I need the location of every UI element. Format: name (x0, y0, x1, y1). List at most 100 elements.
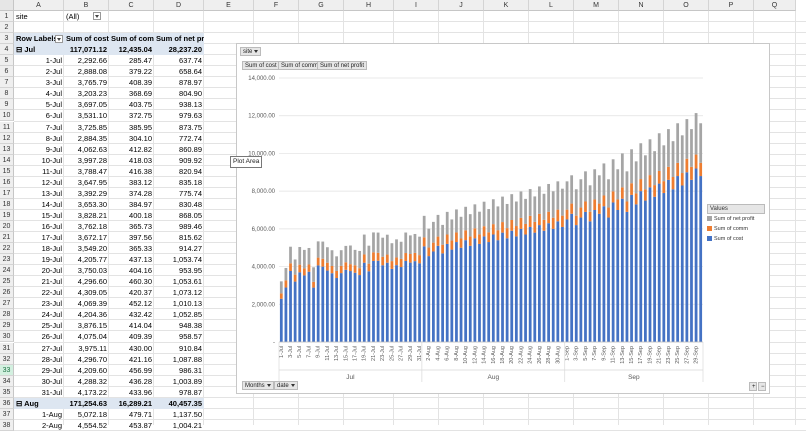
bar-comm[interactable] (671, 177, 675, 190)
bar-profit[interactable] (607, 179, 610, 208)
bar-comm[interactable] (644, 189, 647, 201)
profit-value[interactable]: 909.92 (179, 155, 202, 165)
group-row-jul[interactable]: ⊟ Jul (14, 44, 64, 56)
comm-value[interactable]: 397.56 (129, 233, 152, 242)
group-row-aug[interactable]: ⊟ Aug (14, 397, 64, 409)
pivot-header-profit[interactable]: Sum of net profit (154, 33, 204, 45)
bar-comm[interactable] (413, 252, 417, 262)
column-header-F[interactable]: F (254, 0, 299, 11)
row-label[interactable]: 26-Jul (41, 332, 62, 342)
column-header-M[interactable]: M (574, 0, 619, 11)
bar-cost[interactable] (593, 210, 597, 342)
profit-value[interactable]: 878.97 (179, 78, 202, 88)
row-label[interactable]: 27-Jul (41, 343, 62, 353)
profit-value[interactable]: 1,010.13 (172, 299, 202, 309)
bar-cost[interactable] (551, 228, 555, 342)
bar-profit[interactable] (519, 191, 523, 218)
profit-value[interactable]: 868.05 (179, 210, 202, 220)
bar-cost[interactable] (376, 260, 380, 342)
bar-cost[interactable] (584, 211, 587, 342)
cost-value[interactable]: 3,765.79 (77, 78, 107, 88)
bar-cost[interactable] (657, 183, 661, 342)
bar-cost[interactable] (358, 275, 362, 342)
bar-profit[interactable] (662, 145, 666, 182)
row-header-10[interactable]: 10 (0, 110, 14, 122)
cost-value[interactable]: 3,672.17 (77, 233, 107, 242)
bar-comm[interactable] (542, 219, 546, 231)
row-header-16[interactable]: 16 (0, 176, 14, 188)
row-header-5[interactable]: 5 (0, 55, 14, 67)
bar-comm[interactable] (418, 255, 421, 264)
bar-comm[interactable] (501, 222, 504, 233)
bar-cost[interactable] (579, 217, 583, 342)
bar-cost[interactable] (487, 242, 491, 342)
bar-profit[interactable] (316, 241, 320, 258)
row-label[interactable]: 18-Jul (41, 244, 62, 254)
bar-profit[interactable] (279, 281, 283, 294)
comm-value[interactable]: 436.28 (129, 376, 152, 386)
bar-comm[interactable] (653, 185, 656, 197)
row-header-32[interactable]: 32 (0, 353, 14, 365)
bar-profit[interactable] (385, 234, 389, 255)
column-header-J[interactable]: J (439, 0, 484, 11)
filter-label-cell[interactable]: site (16, 12, 28, 21)
row-header-7[interactable]: 7 (0, 77, 14, 89)
profit-value[interactable]: 637.74 (179, 56, 202, 66)
bar-cost[interactable] (441, 253, 444, 342)
profit-value[interactable]: 815.62 (179, 233, 202, 242)
bar-profit[interactable] (644, 155, 647, 190)
bar-cost[interactable] (699, 176, 703, 342)
bar-cost[interactable] (298, 272, 302, 342)
comm-value[interactable]: 453.87 (129, 420, 152, 430)
row-label[interactable]: 28-Jul (41, 354, 62, 364)
bar-profit[interactable] (353, 249, 357, 266)
profit-value[interactable]: 1,137.50 (172, 409, 202, 419)
bar-profit[interactable] (427, 228, 431, 248)
row-header-37[interactable]: 37 (0, 408, 14, 420)
bar-profit[interactable] (667, 129, 670, 167)
bar-cost[interactable] (588, 221, 592, 342)
row-header-18[interactable]: 18 (0, 198, 14, 210)
bar-comm[interactable] (667, 166, 670, 180)
bar-cost[interactable] (491, 234, 495, 342)
column-header-N[interactable]: N (619, 0, 664, 11)
profit-value[interactable]: 860.89 (179, 144, 202, 154)
bar-comm[interactable] (330, 265, 334, 274)
bar-profit[interactable] (524, 198, 527, 224)
bar-profit[interactable] (699, 123, 703, 163)
bar-cost[interactable] (510, 230, 514, 342)
bar-comm[interactable] (482, 226, 486, 237)
bar-cost[interactable] (607, 217, 610, 342)
bar-profit[interactable] (404, 232, 408, 254)
bar-comm[interactable] (639, 179, 643, 192)
bar-cost[interactable] (496, 240, 500, 342)
bar-cost[interactable] (459, 247, 463, 342)
bar-profit[interactable] (289, 246, 292, 264)
bar-profit[interactable] (302, 249, 306, 269)
bar-profit[interactable] (657, 133, 661, 171)
bar-profit[interactable] (565, 181, 569, 210)
bar-profit[interactable] (556, 181, 560, 210)
bar-cost[interactable] (667, 179, 670, 342)
bar-profit[interactable] (496, 206, 500, 231)
bar-cost[interactable] (524, 234, 527, 342)
comm-value[interactable]: 460.30 (129, 277, 152, 287)
row-header-12[interactable]: 12 (0, 132, 14, 144)
row-label[interactable]: 15-Jul (41, 210, 62, 220)
bar-profit[interactable] (505, 203, 509, 229)
bar-comm[interactable] (326, 262, 329, 271)
group-jul-cost[interactable]: 117,071.12 (64, 44, 109, 56)
row-label[interactable]: 29-Jul (41, 365, 62, 375)
bar-cost[interactable] (547, 223, 550, 342)
comm-value[interactable]: 372.75 (129, 111, 152, 121)
bar-comm[interactable] (473, 228, 477, 239)
profit-value[interactable]: 1,053.74 (172, 255, 202, 265)
bar-profit[interactable] (620, 153, 624, 188)
column-header-L[interactable]: L (529, 0, 574, 11)
row-label[interactable]: 10-Jul (41, 155, 62, 165)
cost-value[interactable]: 2,292.66 (77, 56, 107, 66)
bar-cost[interactable] (362, 262, 366, 342)
bar-comm[interactable] (597, 203, 601, 214)
cost-value[interactable]: 3,531.10 (77, 111, 107, 121)
cost-value[interactable]: 3,762.18 (77, 221, 107, 231)
